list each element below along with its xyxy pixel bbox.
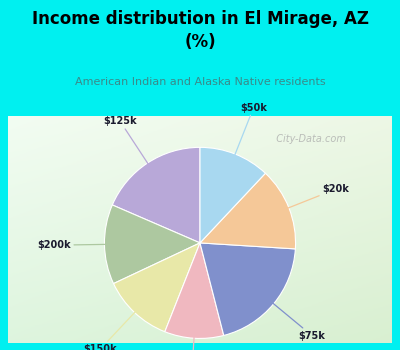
Wedge shape [114, 243, 200, 332]
Text: $75k: $75k [268, 299, 326, 341]
Wedge shape [165, 243, 224, 338]
Text: $200k: $200k [38, 240, 112, 250]
Wedge shape [104, 205, 200, 284]
Text: American Indian and Alaska Native residents: American Indian and Alaska Native reside… [75, 77, 325, 87]
Text: City-Data.com: City-Data.com [270, 134, 346, 144]
Text: $150k: $150k [84, 307, 140, 350]
Text: $50k: $50k [232, 103, 267, 161]
Text: $40k: $40k [178, 331, 204, 350]
Wedge shape [112, 147, 200, 243]
Wedge shape [200, 147, 266, 243]
Wedge shape [200, 243, 295, 335]
Wedge shape [200, 173, 296, 249]
Text: $20k: $20k [282, 184, 349, 211]
Text: Income distribution in El Mirage, AZ
(%): Income distribution in El Mirage, AZ (%) [32, 10, 368, 51]
Text: $125k: $125k [103, 116, 152, 169]
